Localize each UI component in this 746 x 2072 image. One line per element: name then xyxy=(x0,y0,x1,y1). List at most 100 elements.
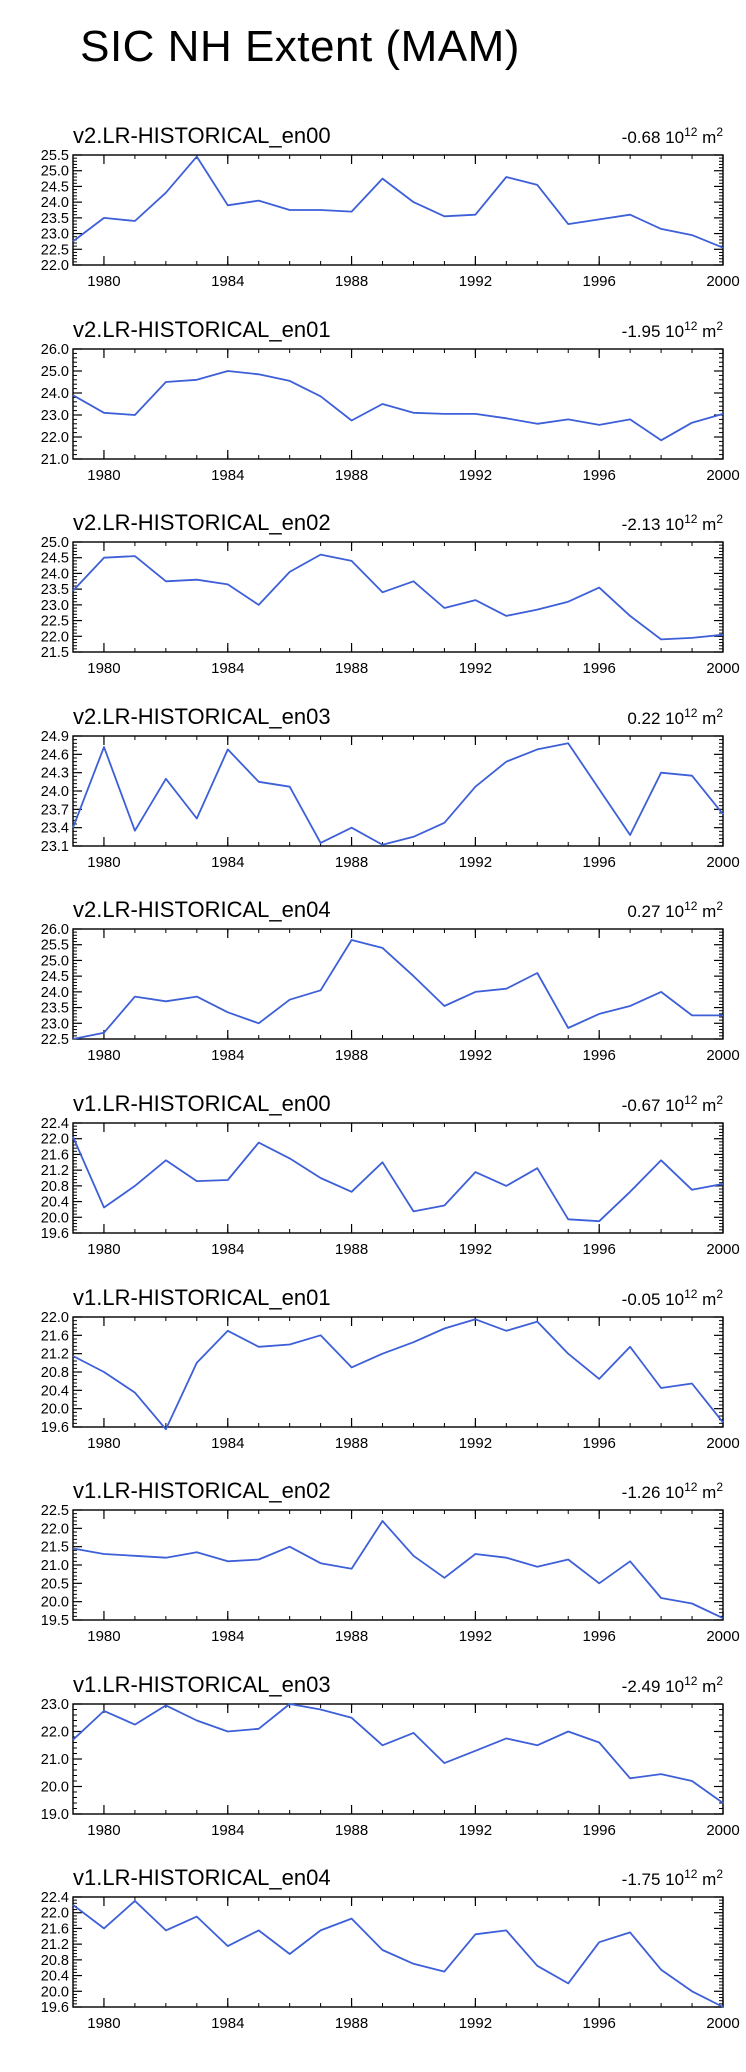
data-point xyxy=(412,975,414,977)
y-tick-label: 20.4 xyxy=(41,1383,69,1399)
x-tick-label: 1984 xyxy=(211,854,244,871)
data-point xyxy=(103,1553,105,1555)
data-point xyxy=(629,418,631,420)
data-point xyxy=(443,1577,445,1579)
data-point xyxy=(660,1773,662,1775)
plot-frame xyxy=(72,154,724,266)
x-tick-label: 1988 xyxy=(335,1047,368,1064)
data-point xyxy=(567,418,569,420)
data-point xyxy=(598,424,600,426)
y-tick-label: 24.6 xyxy=(41,747,69,763)
data-point xyxy=(412,836,414,838)
data-point xyxy=(691,1780,693,1782)
y-tick-label: 21.5 xyxy=(41,645,69,661)
data-point xyxy=(72,1355,74,1357)
data-point xyxy=(629,214,631,216)
data-point xyxy=(351,939,353,941)
trend-exponent: 12 xyxy=(684,125,698,139)
data-point xyxy=(196,1720,198,1722)
data-point xyxy=(227,1011,229,1013)
data-point xyxy=(103,1710,105,1712)
data-point xyxy=(227,1560,229,1562)
plot-frame xyxy=(72,928,724,1040)
data-point xyxy=(227,1330,229,1332)
data-point xyxy=(165,778,167,780)
y-tick-label: 24.0 xyxy=(41,195,69,211)
trend-unit-exponent: 2 xyxy=(716,706,723,720)
data-point xyxy=(165,580,167,582)
data-point xyxy=(629,1560,631,1562)
data-point xyxy=(536,972,538,974)
x-tick-label: 1996 xyxy=(583,1435,616,1452)
data-point xyxy=(165,1428,167,1430)
data-point xyxy=(443,822,445,824)
y-tick-label: 24.0 xyxy=(41,386,69,402)
trend-unit: m xyxy=(697,902,716,921)
data-point xyxy=(474,1750,476,1752)
y-tick-label: 20.5 xyxy=(41,1576,69,1592)
x-tick-label: 1996 xyxy=(583,1822,616,1839)
data-point xyxy=(722,1617,724,1619)
x-tick-label: 1988 xyxy=(335,1628,368,1645)
data-point xyxy=(660,1387,662,1389)
plot-frame xyxy=(72,541,724,653)
data-point xyxy=(629,1346,631,1348)
data-point xyxy=(320,1562,322,1564)
trend-label: -1.75 1012 m2 xyxy=(622,1867,724,1889)
data-point xyxy=(72,394,74,396)
data-point xyxy=(320,842,322,844)
data-point xyxy=(258,1022,260,1024)
x-tick-label: 1996 xyxy=(583,1241,616,1258)
data-point xyxy=(227,1179,229,1181)
panel-title: v2.LR-HISTORICAL_en02 xyxy=(73,510,331,535)
data-point xyxy=(474,786,476,788)
data-point xyxy=(227,370,229,372)
data-point xyxy=(134,220,136,222)
y-tick-label: 23.5 xyxy=(41,582,69,598)
data-point xyxy=(660,991,662,993)
data-point xyxy=(134,414,136,416)
data-point xyxy=(629,1005,631,1007)
chart-panel-3: v2.LR-HISTORICAL_en03 0.22 1012 m2 1980 198… xyxy=(41,704,740,871)
data-point xyxy=(536,748,538,750)
data-point xyxy=(165,192,167,194)
y-tick-label: 22.0 xyxy=(41,1132,69,1148)
x-tick-label: 1996 xyxy=(583,660,616,677)
data-point xyxy=(474,991,476,993)
data-point xyxy=(103,1206,105,1208)
data-point xyxy=(629,615,631,617)
data-point xyxy=(351,1191,353,1193)
trend-unit: m xyxy=(697,1677,716,1696)
series-line xyxy=(72,370,724,442)
data-point xyxy=(660,1597,662,1599)
y-tick-label: 23.5 xyxy=(41,211,69,227)
trend-unit-exponent: 2 xyxy=(716,319,723,333)
data-point xyxy=(691,1990,693,1992)
data-point xyxy=(567,1982,569,1984)
y-tick-label: 22.0 xyxy=(41,1725,69,1741)
data-point xyxy=(351,1568,353,1570)
data-point xyxy=(567,223,569,225)
data-point xyxy=(196,379,198,381)
panel-title: v2.LR-HISTORICAL_en00 xyxy=(73,123,331,148)
plot-frame xyxy=(72,1703,724,1815)
y-tick-label: 24.5 xyxy=(41,551,69,567)
data-point xyxy=(227,1731,229,1733)
data-point xyxy=(351,1366,353,1368)
trend-unit-exponent: 2 xyxy=(716,1480,723,1494)
y-tick-label: 20.8 xyxy=(41,1179,69,1195)
x-tick-label: 1992 xyxy=(459,1435,492,1452)
y-tick-label: 21.0 xyxy=(41,452,69,468)
x-tick-label: 2000 xyxy=(706,1241,739,1258)
data-point xyxy=(505,761,507,763)
x-tick-label: 1988 xyxy=(335,273,368,290)
series-line xyxy=(72,1136,724,1223)
data-point xyxy=(505,176,507,178)
trend-value: -0.67 10 xyxy=(622,1096,684,1115)
data-point xyxy=(351,1918,353,1920)
data-point xyxy=(598,1742,600,1744)
data-point xyxy=(351,420,353,422)
data-point xyxy=(536,423,538,425)
y-tick-label: 23.7 xyxy=(41,802,69,818)
